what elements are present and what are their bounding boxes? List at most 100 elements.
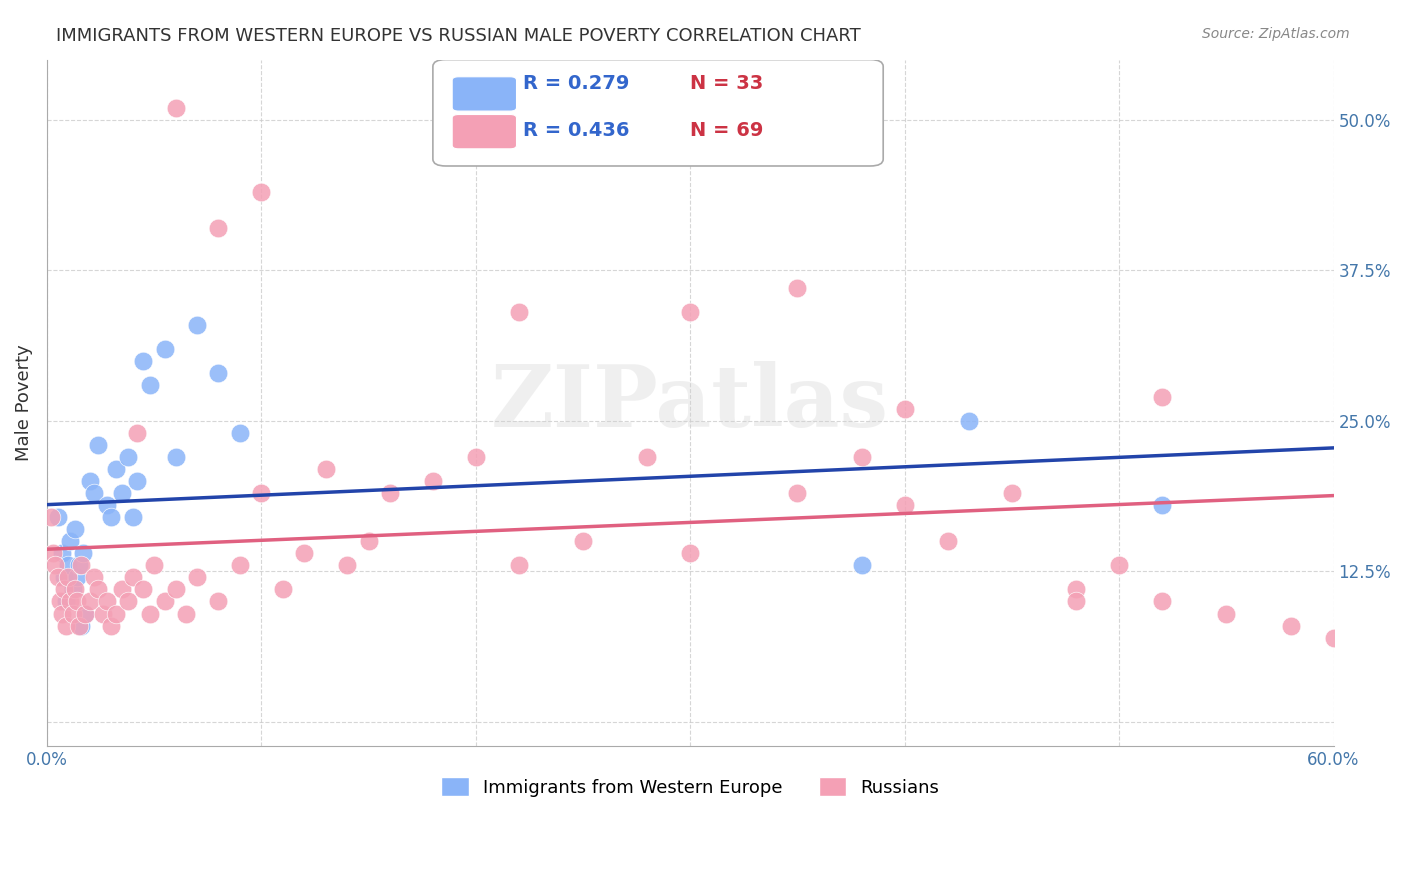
Point: [1108, 558, 1130, 573]
Point: [111, 486, 134, 500]
Point: [62, 607, 84, 621]
Point: [174, 607, 197, 621]
Point: [292, 546, 315, 560]
Point: [87, 582, 110, 597]
Point: [125, 425, 148, 440]
Point: [132, 353, 155, 368]
Point: [786, 281, 808, 295]
Point: [44, 558, 66, 573]
Point: [104, 462, 127, 476]
FancyBboxPatch shape: [453, 114, 516, 149]
Point: [250, 185, 273, 199]
Point: [679, 546, 702, 560]
Point: [1322, 631, 1344, 645]
Point: [636, 450, 658, 464]
Point: [53, 570, 76, 584]
Y-axis label: Male Poverty: Male Poverty: [15, 344, 32, 461]
Point: [508, 558, 530, 573]
Text: N = 33: N = 33: [690, 74, 763, 93]
Point: [936, 534, 959, 549]
Point: [207, 221, 229, 235]
Point: [572, 534, 595, 549]
Point: [139, 377, 162, 392]
Point: [851, 558, 873, 573]
Point: [75, 607, 97, 621]
Text: N = 69: N = 69: [690, 120, 763, 140]
Point: [121, 510, 143, 524]
Point: [315, 462, 337, 476]
Point: [508, 305, 530, 319]
Point: [59, 594, 82, 608]
Point: [104, 607, 127, 621]
Point: [125, 474, 148, 488]
Point: [250, 486, 273, 500]
Point: [464, 450, 486, 464]
Point: [63, 582, 86, 597]
Point: [271, 582, 294, 597]
Point: [111, 582, 134, 597]
Point: [100, 618, 122, 632]
Point: [153, 594, 176, 608]
Point: [87, 438, 110, 452]
Point: [53, 582, 76, 597]
Point: [679, 305, 702, 319]
Point: [91, 607, 114, 621]
Point: [357, 534, 380, 549]
Point: [121, 570, 143, 584]
Point: [96, 498, 118, 512]
Point: [117, 594, 139, 608]
Point: [42, 546, 65, 560]
Point: [67, 558, 90, 573]
Point: [1215, 607, 1237, 621]
Point: [55, 618, 77, 632]
Point: [139, 607, 162, 621]
Text: ZIPatlas: ZIPatlas: [491, 360, 889, 445]
Point: [1064, 594, 1087, 608]
Point: [132, 582, 155, 597]
Point: [55, 594, 77, 608]
Point: [893, 401, 915, 416]
Point: [422, 474, 444, 488]
FancyBboxPatch shape: [453, 77, 516, 112]
Point: [143, 558, 166, 573]
Point: [79, 594, 101, 608]
Point: [186, 570, 208, 584]
Point: [1279, 618, 1302, 632]
Text: R = 0.279: R = 0.279: [523, 74, 630, 93]
Point: [46, 570, 69, 584]
Point: [70, 618, 93, 632]
Legend: Immigrants from Western Europe, Russians: Immigrants from Western Europe, Russians: [433, 768, 948, 805]
Text: IMMIGRANTS FROM WESTERN EUROPE VS RUSSIAN MALE POVERTY CORRELATION CHART: IMMIGRANTS FROM WESTERN EUROPE VS RUSSIA…: [56, 27, 860, 45]
Point: [70, 558, 93, 573]
Point: [83, 570, 105, 584]
FancyBboxPatch shape: [433, 60, 883, 166]
Point: [51, 546, 73, 560]
Point: [75, 607, 97, 621]
Point: [1150, 390, 1173, 404]
Point: [153, 342, 176, 356]
Point: [63, 522, 86, 536]
Point: [786, 486, 808, 500]
Point: [207, 366, 229, 380]
Point: [96, 594, 118, 608]
Point: [100, 510, 122, 524]
Point: [165, 101, 187, 115]
Point: [79, 474, 101, 488]
Point: [229, 558, 252, 573]
Point: [1001, 486, 1024, 500]
Point: [83, 486, 105, 500]
Point: [186, 318, 208, 332]
Point: [46, 510, 69, 524]
Point: [66, 570, 89, 584]
Point: [67, 618, 90, 632]
Point: [165, 582, 187, 597]
Point: [117, 450, 139, 464]
Point: [336, 558, 359, 573]
Text: R = 0.436: R = 0.436: [523, 120, 630, 140]
Point: [851, 450, 873, 464]
Text: Source: ZipAtlas.com: Source: ZipAtlas.com: [1202, 27, 1350, 41]
Point: [59, 534, 82, 549]
Point: [39, 510, 62, 524]
Point: [51, 607, 73, 621]
Point: [957, 414, 980, 428]
